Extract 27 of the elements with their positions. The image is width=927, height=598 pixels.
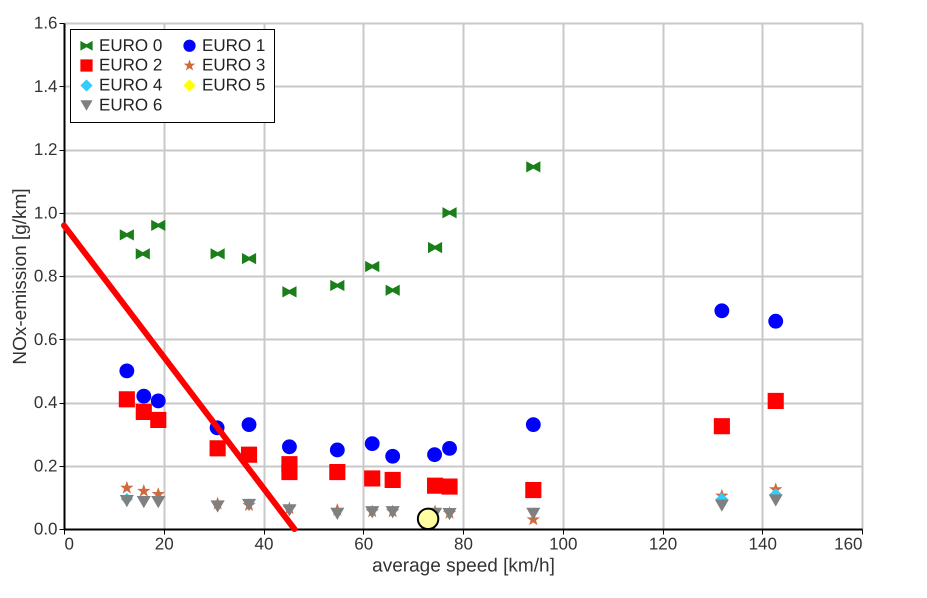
x-tick-label: 100 <box>549 534 578 554</box>
legend-label: EURO 4 <box>99 76 162 94</box>
y-tick-label: 0.0 <box>34 520 58 538</box>
legend-label: EURO 6 <box>99 96 162 114</box>
y-tick-label: 1.4 <box>34 76 58 96</box>
x-tick-label: 140 <box>748 534 777 554</box>
y-tick-label: 0.8 <box>34 266 58 286</box>
y-tick-label: 0.4 <box>34 393 58 412</box>
x-tick-label: 40 <box>254 534 274 554</box>
y-tick-label: 1.0 <box>34 203 58 222</box>
legend-label: EURO 2 <box>99 56 162 74</box>
x-tick-label: 80 <box>454 534 473 554</box>
legend-label: EURO 1 <box>202 36 266 55</box>
legend-label: EURO 5 <box>202 76 266 94</box>
x-tick-label: 20 <box>154 534 174 554</box>
y-axis-title: NOx-emission [g/km] <box>10 188 31 365</box>
y-tick-label: 1.6 <box>34 14 58 32</box>
x-tick-label: 0 <box>64 534 74 554</box>
legend-label: EURO 3 <box>202 56 266 74</box>
x-tick-label: 160 <box>834 534 862 554</box>
y-tick-label: 0.6 <box>34 330 58 349</box>
x-axis-title: average speed [km/h] <box>372 556 555 576</box>
x-tick-label: 60 <box>354 534 374 554</box>
y-tick-label: 0.2 <box>34 456 58 476</box>
y-tick-label: 1.2 <box>34 140 58 159</box>
x-tick-label: 120 <box>648 534 678 554</box>
legend-label: EURO 0 <box>99 36 162 55</box>
